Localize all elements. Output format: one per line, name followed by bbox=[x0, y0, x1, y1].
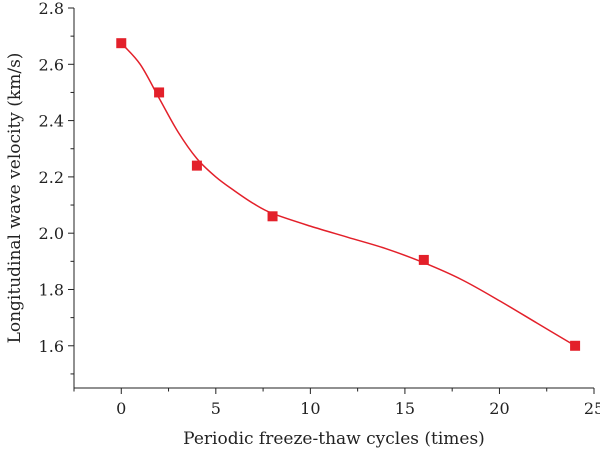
y-axis-title: Longitudinal wave velocity (km/s) bbox=[5, 53, 25, 344]
data-point bbox=[191, 160, 202, 171]
x-axis-title: Periodic freeze-thaw cycles (times) bbox=[183, 429, 485, 449]
x-ticks: 0 5 10 15 20 25 bbox=[73, 388, 600, 418]
fit-curve bbox=[120, 42, 576, 347]
data-point bbox=[116, 38, 127, 49]
x-tick-label: 25 bbox=[584, 399, 600, 418]
y-ticks: 1.6 1.8 2.0 2.2 2.4 2.6 2.8 bbox=[39, 0, 74, 375]
x-tick-label: 15 bbox=[395, 399, 415, 418]
x-tick-label: 10 bbox=[300, 399, 320, 418]
x-tick-label: 5 bbox=[211, 399, 221, 418]
y-tick-label: 2.2 bbox=[39, 168, 64, 187]
data-point bbox=[570, 340, 581, 351]
data-point bbox=[267, 211, 278, 222]
data-point bbox=[154, 87, 165, 98]
y-tick-label: 2.4 bbox=[39, 112, 64, 131]
data-point bbox=[418, 254, 429, 265]
y-tick-label: 1.8 bbox=[39, 280, 64, 299]
plot-frame bbox=[73, 8, 594, 389]
y-tick-label: 2.0 bbox=[39, 224, 64, 243]
x-tick-label: 0 bbox=[116, 399, 126, 418]
y-tick-label: 2.8 bbox=[39, 0, 64, 18]
y-tick-label: 2.6 bbox=[39, 55, 64, 74]
y-tick-label: 1.6 bbox=[39, 337, 64, 356]
data-markers bbox=[116, 38, 581, 351]
x-tick-label: 20 bbox=[489, 399, 509, 418]
